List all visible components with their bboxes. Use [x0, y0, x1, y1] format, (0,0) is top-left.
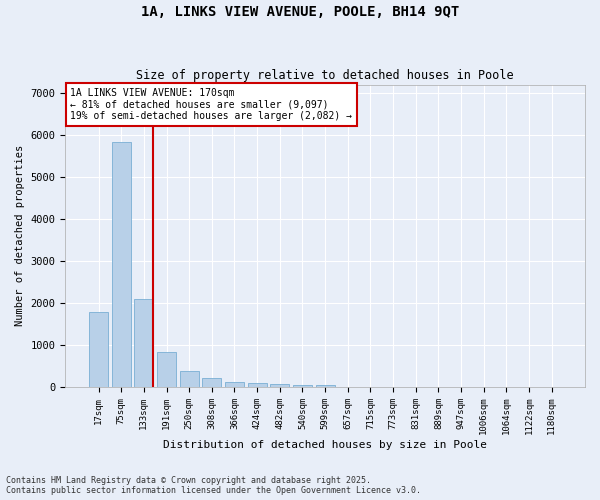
Bar	[316, 385, 335, 387]
Bar	[270, 384, 289, 387]
Bar	[134, 300, 154, 387]
Text: Contains HM Land Registry data © Crown copyright and database right 2025.
Contai: Contains HM Land Registry data © Crown c…	[6, 476, 421, 495]
X-axis label: Distribution of detached houses by size in Poole: Distribution of detached houses by size …	[163, 440, 487, 450]
Bar	[157, 352, 176, 387]
Bar	[179, 371, 199, 387]
Bar	[112, 142, 131, 387]
Text: 1A, LINKS VIEW AVENUE, POOLE, BH14 9QT: 1A, LINKS VIEW AVENUE, POOLE, BH14 9QT	[141, 5, 459, 19]
Bar	[202, 378, 221, 387]
Bar	[248, 384, 267, 387]
Y-axis label: Number of detached properties: Number of detached properties	[15, 145, 25, 326]
Title: Size of property relative to detached houses in Poole: Size of property relative to detached ho…	[136, 69, 514, 82]
Bar	[293, 385, 312, 387]
Bar	[225, 382, 244, 387]
Text: 1A LINKS VIEW AVENUE: 170sqm
← 81% of detached houses are smaller (9,097)
19% of: 1A LINKS VIEW AVENUE: 170sqm ← 81% of de…	[70, 88, 352, 121]
Bar	[89, 312, 108, 387]
